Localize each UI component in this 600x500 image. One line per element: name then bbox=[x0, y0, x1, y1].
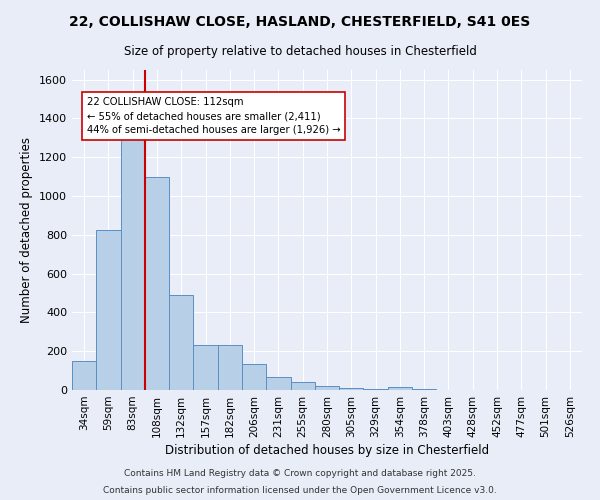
Bar bbox=[388, 387, 412, 390]
Bar bbox=[169, 295, 193, 390]
Bar bbox=[193, 345, 218, 390]
Bar bbox=[315, 386, 339, 390]
Bar bbox=[339, 388, 364, 390]
Bar bbox=[266, 377, 290, 390]
Bar bbox=[412, 389, 436, 390]
Bar bbox=[96, 230, 121, 390]
Text: 22, COLLISHAW CLOSE, HASLAND, CHESTERFIELD, S41 0ES: 22, COLLISHAW CLOSE, HASLAND, CHESTERFIE… bbox=[70, 15, 530, 29]
X-axis label: Distribution of detached houses by size in Chesterfield: Distribution of detached houses by size … bbox=[165, 444, 489, 457]
Y-axis label: Number of detached properties: Number of detached properties bbox=[20, 137, 34, 323]
Bar bbox=[242, 364, 266, 390]
Bar bbox=[290, 382, 315, 390]
Bar bbox=[145, 176, 169, 390]
Bar bbox=[364, 388, 388, 390]
Text: Contains public sector information licensed under the Open Government Licence v3: Contains public sector information licen… bbox=[103, 486, 497, 495]
Text: Size of property relative to detached houses in Chesterfield: Size of property relative to detached ho… bbox=[124, 45, 476, 58]
Text: Contains HM Land Registry data © Crown copyright and database right 2025.: Contains HM Land Registry data © Crown c… bbox=[124, 468, 476, 477]
Bar bbox=[218, 345, 242, 390]
Text: 22 COLLISHAW CLOSE: 112sqm
← 55% of detached houses are smaller (2,411)
44% of s: 22 COLLISHAW CLOSE: 112sqm ← 55% of deta… bbox=[86, 97, 340, 135]
Bar bbox=[121, 138, 145, 390]
Bar bbox=[72, 361, 96, 390]
